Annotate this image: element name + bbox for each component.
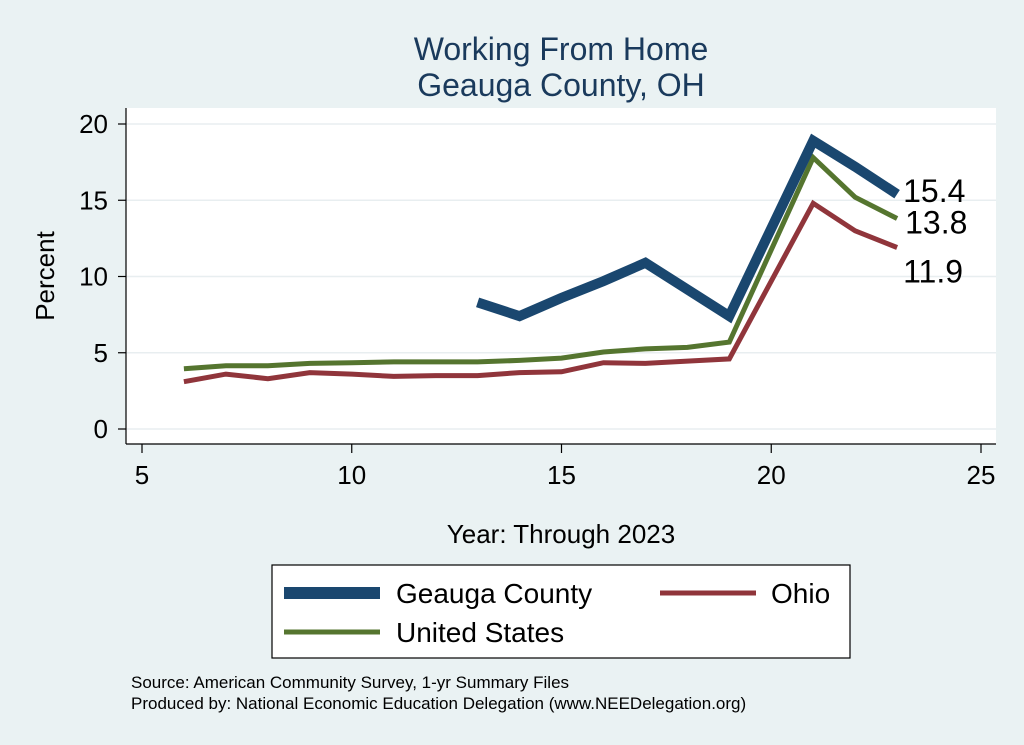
y-tick-label-2: 10 xyxy=(79,262,108,292)
chart-title-line-1: Working From Home xyxy=(414,31,709,67)
x-tick-label-1: 10 xyxy=(337,460,366,490)
legend: Geauga County Ohio United States xyxy=(271,564,851,659)
y-tick-label-0: 0 xyxy=(94,414,108,444)
legend-label-ohio: Ohio xyxy=(771,578,830,609)
end-label-ohio: 11.9 xyxy=(903,254,963,290)
end-label-united-states: 13.8 xyxy=(905,205,967,241)
grid-lines xyxy=(126,123,996,430)
series-lines xyxy=(183,133,900,385)
producer-note: Produced by: National Economic Education… xyxy=(131,694,746,713)
chart-title-line-2: Geauga County, OH xyxy=(417,67,705,103)
end-labels: 15.413.8 11.9 xyxy=(903,173,967,289)
y-tick-label-1: 5 xyxy=(94,338,108,368)
series-line-united-states xyxy=(183,153,899,372)
x-tick-label-2: 15 xyxy=(547,460,576,490)
end-label-geauga-county: 15.4 xyxy=(903,173,965,209)
source-note: Source: American Community Survey, 1-yr … xyxy=(131,673,569,692)
y-tick-label-4: 20 xyxy=(79,109,108,139)
series-line-geauga-county xyxy=(476,133,900,324)
legend-label-us: United States xyxy=(396,617,564,648)
x-tick-label-0: 5 xyxy=(135,460,149,490)
legend-box xyxy=(271,564,851,659)
legend-label-geauga: Geauga County xyxy=(396,578,592,609)
x-tick-label-4: 25 xyxy=(967,460,996,490)
x-tick-label-3: 20 xyxy=(757,460,786,490)
y-axis-label: Percent xyxy=(30,230,60,320)
x-axis-label: Year: Through 2023 xyxy=(447,519,675,549)
series-line-ohio xyxy=(183,199,899,385)
y-tick-label-3: 15 xyxy=(79,185,108,215)
